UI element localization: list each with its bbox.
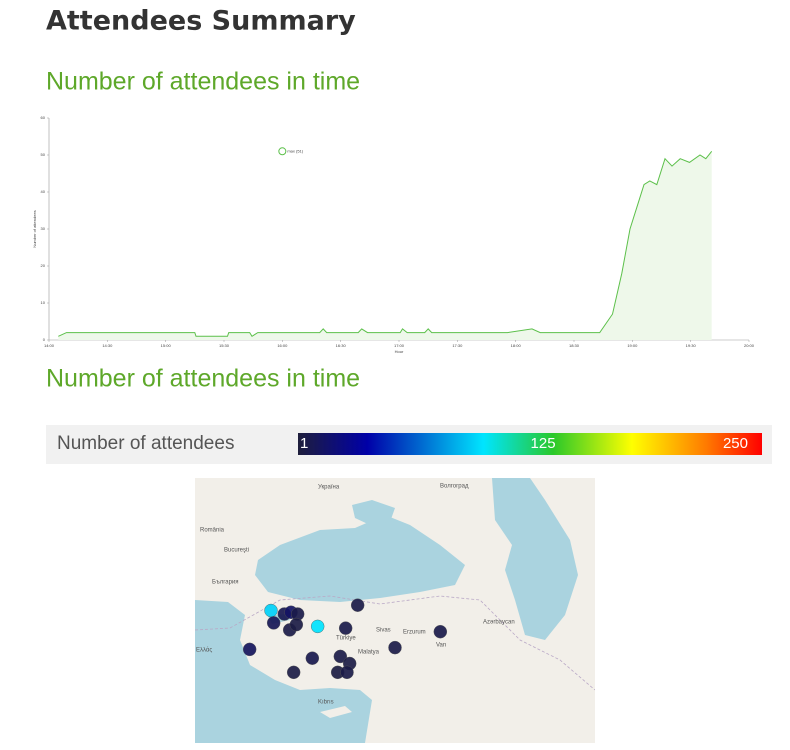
y-tick-label: 40 [41, 189, 46, 194]
map-place-label: Ελλάς [196, 647, 212, 654]
y-tick-label: 10 [41, 300, 46, 305]
city-marker [388, 640, 402, 655]
max-marker [278, 147, 287, 156]
x-tick-label: 15:00 [161, 343, 172, 348]
x-tick-label: 17:30 [452, 343, 463, 348]
page-title: Attendees Summary [46, 6, 356, 37]
city-marker [305, 651, 320, 665]
y-tick-label: 20 [41, 263, 46, 268]
section-title: Number of attendees in time [46, 365, 360, 393]
colorbar-tick-label: 250 [723, 435, 748, 452]
sea-of-azov [352, 500, 395, 525]
max-annotation: max (51) [287, 148, 303, 153]
city-marker [266, 616, 281, 630]
map-place-label: Волгоград [440, 484, 469, 490]
y-tick-label: 30 [41, 226, 46, 231]
map-place-label: Sivas [376, 628, 391, 634]
city-marker [350, 598, 365, 612]
colorbar-panel: Number of attendees 1 125 250 [46, 425, 772, 464]
x-tick-label: 19:00 [627, 343, 638, 348]
city-marker [333, 649, 348, 664]
map-place-label: Malatya [358, 650, 380, 656]
map-place-label: Bucureşti [224, 548, 249, 554]
section-title: Number of attendees in time [46, 68, 360, 96]
map: Україна Волгоград România Bucureşti Бълг… [195, 478, 595, 743]
attendees-line [58, 150, 713, 337]
x-tick-label: 14:30 [102, 343, 113, 348]
map-place-label: Azərbaycan [483, 620, 515, 626]
city-marker [289, 617, 304, 632]
map-place-label: Kıbrıs [318, 700, 334, 706]
city-marker [433, 625, 448, 639]
caspian-sea [492, 478, 578, 640]
x-tick-label: 18:00 [511, 343, 522, 348]
city-marker [310, 619, 325, 634]
map-place-label: România [200, 528, 225, 534]
y-tick-label: 50 [41, 152, 46, 157]
x-tick-label: 16:00 [277, 343, 288, 348]
city-marker [264, 603, 278, 618]
colorbar-tick-label: 125 [531, 435, 556, 452]
x-tick-label: 14:00 [44, 343, 55, 348]
colorbar-ticks: 1 125 250 [300, 435, 748, 452]
line-chart: 0 10 20 30 40 50 60 14:00 14:30 15:00 15:30 16:00 16… [32, 115, 755, 354]
x-tick-label: 17:00 [394, 343, 405, 348]
x-tick-label: 16:30 [336, 343, 347, 348]
y-tick-label: 0 [43, 337, 46, 342]
map-place-label: Erzurum [403, 630, 426, 636]
cyprus [320, 706, 352, 718]
city-marker [338, 621, 353, 635]
map-place-label: България [212, 580, 239, 586]
x-tick-label: 20:00 [744, 343, 755, 348]
mediterranean-sea [195, 600, 372, 743]
x-axis-label: Hour [395, 349, 404, 354]
black-sea [255, 515, 465, 602]
city-marker [242, 642, 257, 657]
x-tick-label: 19:30 [686, 343, 697, 348]
city-marker [286, 665, 301, 680]
city-marker [340, 665, 354, 680]
map-place-label: Van [436, 643, 446, 649]
y-tick-label: 60 [41, 115, 46, 120]
map-points [242, 598, 448, 680]
border-line [195, 595, 595, 691]
map-place-label: Україна [318, 485, 340, 491]
area-fill [58, 151, 712, 340]
x-tick-label: 15:30 [219, 343, 230, 348]
colorbar-gradient [298, 433, 762, 455]
y-axis-label: Number of attendees [32, 210, 37, 247]
colorbar-label: Number of attendees [57, 433, 234, 454]
colorbar-tick-label: 1 [300, 435, 308, 452]
x-tick-label: 18:30 [569, 343, 580, 348]
map-place-label: Türkiye [336, 636, 356, 642]
